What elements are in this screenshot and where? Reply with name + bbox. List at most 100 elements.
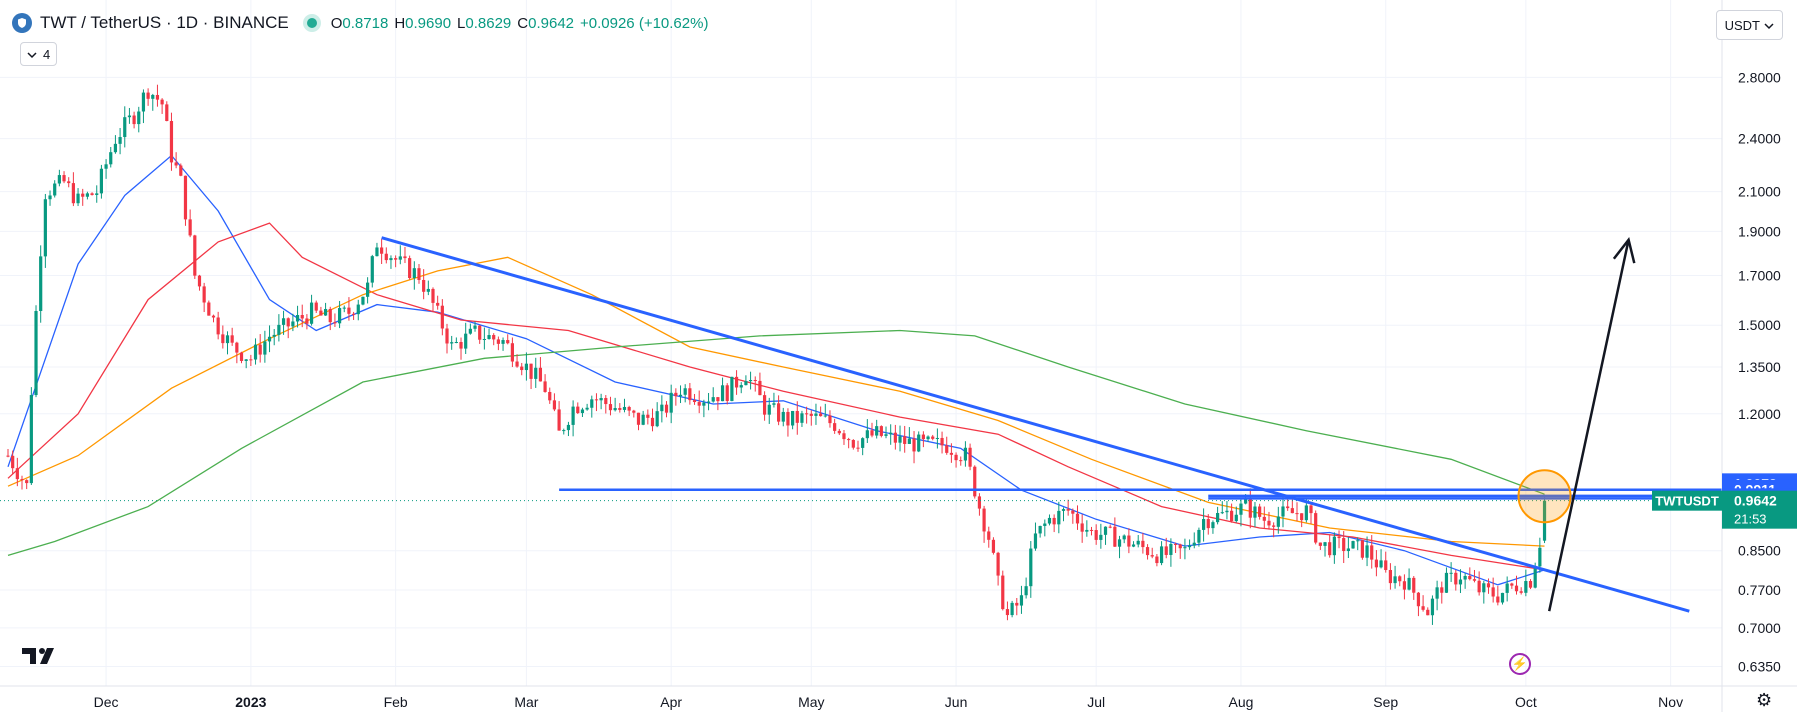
candle-body <box>744 381 748 386</box>
candle-body <box>95 193 99 195</box>
candle-body <box>1309 505 1313 514</box>
candle-body <box>963 447 968 461</box>
candle-body <box>1066 509 1070 511</box>
candle-body <box>823 415 827 417</box>
ohlc-values: O0.8718 H0.9690 L0.8629 C0.9642 +0.0926 … <box>331 15 709 32</box>
candle-body <box>211 315 216 318</box>
candle-body <box>515 361 519 367</box>
candle-body <box>772 403 776 405</box>
candle-body <box>11 455 15 469</box>
candle-body <box>6 455 10 457</box>
candle-body <box>800 413 804 423</box>
gear-icon[interactable]: ⚙ <box>1756 690 1773 710</box>
candle-body <box>174 162 178 166</box>
time-tick-label: Oct <box>1515 694 1537 710</box>
candle-body <box>520 366 524 371</box>
price-tick-label: 0.7000 <box>1738 620 1781 636</box>
candle-body <box>1538 547 1542 567</box>
candle-body <box>225 335 230 344</box>
candle-body <box>501 340 505 344</box>
symbol-title[interactable]: TWT / TetherUS · 1D · BINANCE <box>40 13 289 32</box>
candle-body <box>865 430 869 439</box>
market-status-icon <box>306 18 317 28</box>
indicator-count: 4 <box>43 46 51 62</box>
candle-body <box>412 268 416 279</box>
candle-body <box>1019 595 1024 606</box>
candle-body <box>851 439 855 448</box>
candle-body <box>1314 513 1318 543</box>
candle-body <box>1216 512 1220 523</box>
candle-body <box>1486 583 1491 588</box>
tradingview-logo[interactable] <box>22 646 58 672</box>
candle-body <box>1412 577 1416 593</box>
candle-body <box>113 143 118 153</box>
chevron-down-icon <box>27 47 37 62</box>
candle-body <box>1164 546 1168 555</box>
candle-body <box>1253 506 1257 518</box>
candle-body <box>833 423 837 431</box>
candle-body <box>795 410 799 423</box>
candle-body <box>973 466 977 497</box>
candle-body <box>193 235 197 276</box>
candle-body <box>632 410 636 413</box>
time-tick-label: Dec <box>94 694 119 710</box>
drawings[interactable] <box>0 236 1722 613</box>
candle-body <box>436 302 440 306</box>
candle-body <box>884 434 888 436</box>
candle-body <box>1085 529 1089 532</box>
candle-body <box>323 308 328 316</box>
candle-body <box>669 392 673 413</box>
arrow-head <box>1612 236 1636 264</box>
candle-body <box>1108 526 1112 528</box>
candle-body <box>207 302 211 316</box>
twt-logo-icon <box>12 13 32 33</box>
candle-body <box>861 438 865 448</box>
ohlc-high: H0.9690 <box>394 14 452 32</box>
candle-body <box>907 438 911 444</box>
ohlc-close: C0.9642 <box>517 14 575 32</box>
candle-body <box>337 308 342 324</box>
chart-grid <box>0 0 1722 686</box>
candle-body <box>366 282 370 297</box>
candle-body <box>1281 506 1285 517</box>
candle-body <box>954 454 958 461</box>
candle-body <box>440 305 444 329</box>
candle-body <box>720 385 725 402</box>
candle-body <box>1421 606 1425 610</box>
currency-select[interactable]: USDT <box>1715 10 1783 40</box>
candle-body <box>239 352 244 361</box>
candle-body <box>1099 534 1103 540</box>
price-axis[interactable]: 2.8000 2.4000 2.1000 1.9000 1.7000 1.5000 1.35… <box>1721 0 1781 712</box>
candle-body <box>562 430 566 432</box>
candle-body <box>43 199 47 257</box>
candle-body <box>1444 572 1449 593</box>
candle-body <box>1290 508 1294 514</box>
candle-body <box>408 258 412 279</box>
candle-body <box>706 401 711 403</box>
candle-body <box>1071 510 1075 514</box>
candle-body <box>762 395 767 415</box>
time-axis[interactable]: Dec 2023 Feb Mar Apr May Jun Jul Aug Sep Oct Nov <box>0 685 1797 710</box>
candle-body <box>20 479 24 481</box>
candle-body <box>492 335 496 340</box>
candle-body <box>1225 510 1229 513</box>
candle-body <box>1150 555 1154 557</box>
candle-body <box>1005 609 1010 616</box>
candle-body <box>403 256 407 259</box>
candle-body <box>1113 526 1117 547</box>
candle-body <box>1080 523 1084 532</box>
candle-body <box>814 413 818 416</box>
symbol-header[interactable]: TWT / TetherUS · 1D · BINANCE O0.8718 H0… <box>12 10 708 36</box>
candle-body <box>725 385 729 401</box>
candle-body <box>1337 536 1341 539</box>
candle-body <box>893 432 897 443</box>
candle-body <box>398 256 402 260</box>
candle-body <box>692 400 697 403</box>
candle-body <box>889 432 893 435</box>
candle-body <box>71 183 75 204</box>
candle-body <box>903 436 907 444</box>
flash-icon[interactable]: ⚡ <box>1509 653 1531 675</box>
candle-body <box>926 436 930 440</box>
indicators-toggle[interactable]: 4 <box>20 42 58 66</box>
